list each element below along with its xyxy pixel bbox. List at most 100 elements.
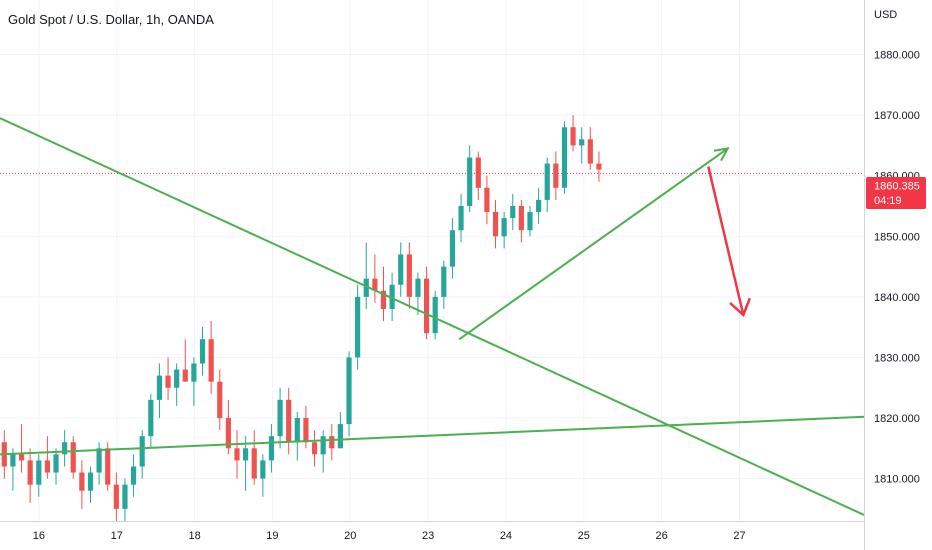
candle-body — [372, 278, 378, 291]
candle-body — [380, 290, 387, 309]
candle-body — [113, 484, 119, 509]
candle-body — [286, 399, 292, 443]
candle-body — [18, 454, 25, 461]
candle-body — [165, 375, 171, 388]
candle-body — [53, 454, 59, 473]
candle-body — [501, 218, 507, 237]
grid — [0, 0, 864, 521]
candlesticks — [1, 115, 602, 521]
candle-body — [10, 454, 16, 467]
candle-body — [355, 296, 361, 358]
candle-body — [449, 230, 456, 267]
candle-body — [294, 418, 300, 443]
candle-body — [561, 127, 568, 188]
time-axis-background — [0, 521, 864, 550]
candle-body — [268, 436, 275, 461]
candle-body — [423, 278, 430, 334]
trendlines — [0, 117, 865, 516]
time-axis[interactable]: 16 17 18 19 20 23 24 25 26 27 — [33, 530, 746, 542]
price-tag-value: 1860.385 — [874, 181, 920, 193]
candle-body — [432, 296, 438, 334]
time-tick-label: 20 — [344, 530, 356, 542]
candle-body — [553, 163, 559, 188]
currency-label: USD — [874, 9, 897, 21]
candle-body — [217, 381, 223, 419]
trendline — [0, 117, 865, 516]
candle-body — [243, 448, 249, 461]
candle-body — [510, 205, 516, 219]
projection-line — [707, 166, 745, 316]
candle-body — [208, 339, 214, 382]
price-tick-label: 1830.000 — [874, 352, 920, 364]
candle-body — [277, 399, 283, 437]
candle-body — [570, 127, 576, 146]
time-tick-label: 16 — [33, 530, 45, 542]
candle-body — [225, 418, 231, 449]
candle-body — [105, 448, 111, 485]
candle-body — [139, 436, 145, 467]
candle-body — [587, 139, 593, 164]
candle-body — [36, 460, 42, 485]
candle-body — [87, 472, 94, 491]
time-tick-label: 26 — [655, 530, 667, 542]
candle-body — [527, 212, 533, 231]
candle-body — [329, 436, 335, 449]
candle-body — [415, 278, 421, 297]
time-tick-label: 23 — [422, 530, 434, 542]
candle-body — [191, 363, 197, 382]
candle-body — [320, 436, 326, 455]
candle-body — [337, 424, 343, 449]
price-tick-label: 1820.000 — [874, 413, 920, 425]
time-tick-label: 24 — [500, 530, 512, 542]
price-tag: 1860.385 04:19 — [866, 177, 926, 209]
candle-body — [492, 212, 499, 237]
candle-body — [182, 369, 188, 382]
candle-body — [79, 472, 85, 491]
candle-body — [441, 266, 447, 297]
price-axis[interactable]: 1810.000 1820.000 1830.000 1840.000 1850.000… — [874, 50, 920, 486]
projection-arrowhead — [729, 297, 751, 318]
candle-body — [346, 357, 352, 425]
candle-body — [234, 448, 240, 461]
candle-body — [156, 375, 163, 400]
candle-body — [398, 254, 404, 285]
candle-body — [544, 163, 550, 200]
candle-body — [122, 484, 128, 509]
candle-body — [148, 399, 154, 437]
candle-body — [536, 199, 542, 213]
candle-body — [27, 460, 33, 485]
candle-body — [596, 163, 602, 170]
price-tag-countdown: 04:19 — [874, 195, 902, 207]
price-tick-label: 1850.000 — [874, 231, 920, 243]
time-tick-label: 18 — [188, 530, 200, 542]
candle-body — [303, 418, 309, 443]
candle-body — [579, 139, 585, 146]
time-tick-label: 19 — [266, 530, 278, 542]
price-tick-label: 1840.000 — [874, 292, 920, 304]
price-tag-background — [866, 177, 926, 209]
time-tick-label: 27 — [733, 530, 745, 542]
candle-body — [484, 187, 490, 213]
trendline-arrowhead — [713, 147, 730, 162]
projection-arrow — [707, 166, 751, 318]
candle-body — [130, 466, 137, 485]
candle-body — [199, 339, 206, 364]
candle-body — [518, 205, 524, 231]
candle-body — [458, 205, 464, 231]
trendline — [458, 147, 729, 341]
candle-body — [389, 284, 395, 309]
price-axis-background — [864, 0, 932, 550]
candle-body — [70, 442, 76, 473]
price-tick-label: 1810.000 — [874, 474, 920, 486]
candle-body — [62, 442, 68, 455]
candle-body — [406, 254, 412, 297]
candle-body — [475, 157, 481, 188]
candle-body — [467, 157, 473, 206]
trendline — [0, 415, 865, 456]
candle-body — [174, 369, 180, 388]
candle-body — [311, 442, 318, 455]
candle-body — [363, 278, 369, 297]
price-tick-label: 1870.000 — [874, 110, 920, 122]
candle-body — [251, 448, 257, 479]
